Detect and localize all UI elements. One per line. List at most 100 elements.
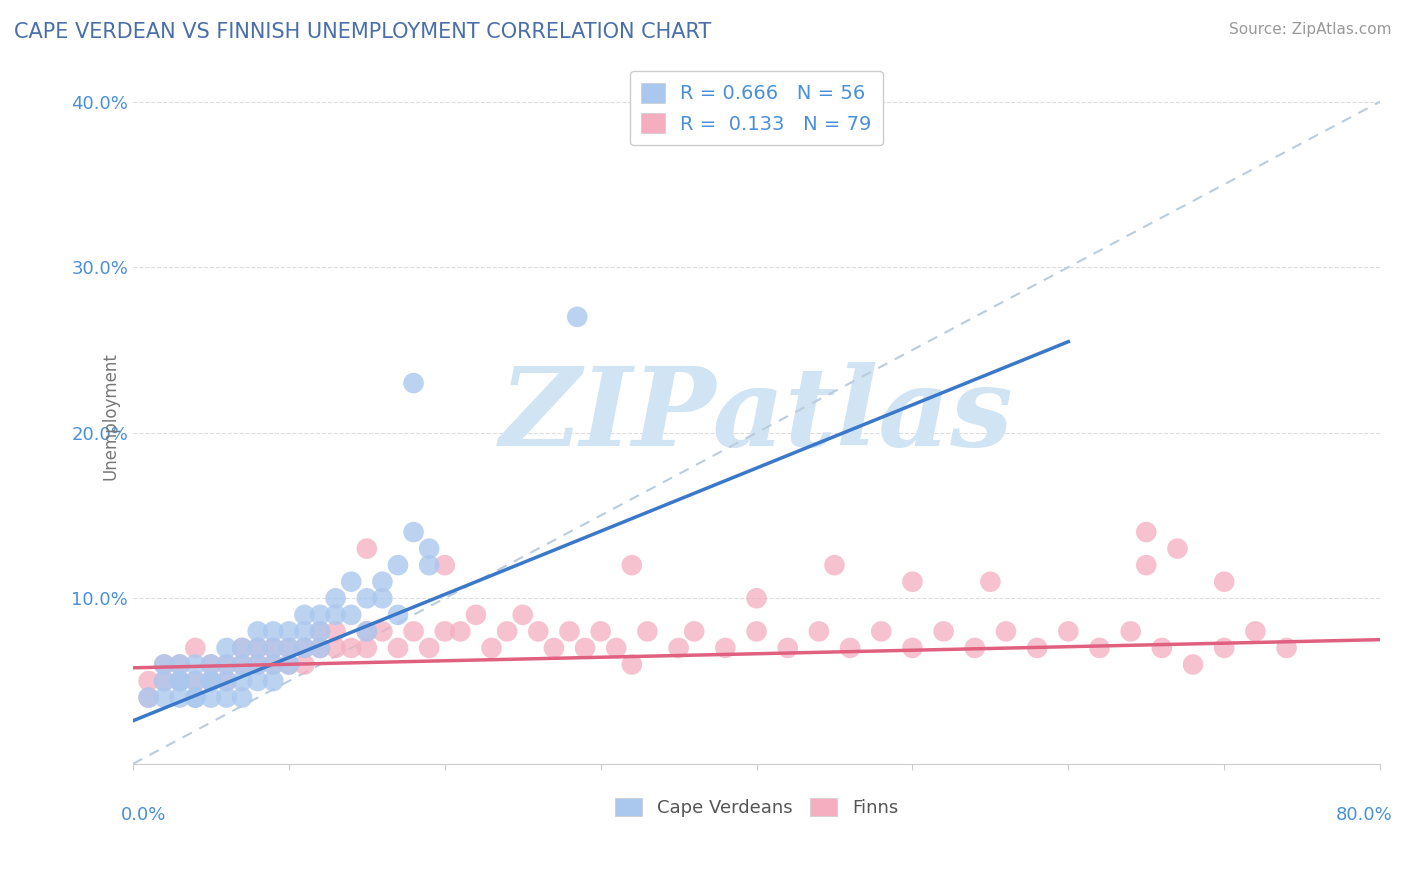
- Point: [824, 558, 846, 573]
- Point: [200, 674, 222, 689]
- Point: [1135, 524, 1157, 539]
- Point: [1150, 640, 1173, 655]
- Point: [402, 624, 425, 639]
- Point: [246, 640, 269, 655]
- Legend: Cape Verdeans, Finns: Cape Verdeans, Finns: [607, 790, 905, 824]
- Point: [1135, 558, 1157, 573]
- Point: [246, 657, 269, 672]
- Point: [277, 640, 299, 655]
- Text: CAPE VERDEAN VS FINNISH UNEMPLOYMENT CORRELATION CHART: CAPE VERDEAN VS FINNISH UNEMPLOYMENT COR…: [14, 22, 711, 42]
- Point: [481, 640, 503, 655]
- Point: [1213, 640, 1236, 655]
- Point: [184, 674, 207, 689]
- Point: [153, 690, 176, 705]
- Text: 0.0%: 0.0%: [121, 805, 166, 823]
- Point: [433, 558, 456, 573]
- Point: [683, 624, 706, 639]
- Point: [309, 624, 332, 639]
- Text: ZIPatlas: ZIPatlas: [499, 362, 1014, 470]
- Point: [231, 690, 253, 705]
- Point: [215, 674, 238, 689]
- Point: [589, 624, 612, 639]
- Point: [340, 607, 363, 622]
- Point: [636, 624, 658, 639]
- Point: [567, 310, 589, 324]
- Point: [1244, 624, 1267, 639]
- Point: [153, 657, 176, 672]
- Point: [527, 624, 550, 639]
- Point: [246, 624, 269, 639]
- Point: [371, 591, 394, 606]
- Point: [1275, 640, 1298, 655]
- Point: [200, 657, 222, 672]
- Point: [558, 624, 581, 639]
- Point: [309, 607, 332, 622]
- Point: [200, 690, 222, 705]
- Point: [932, 624, 955, 639]
- Point: [402, 376, 425, 390]
- Point: [325, 624, 347, 639]
- Point: [325, 640, 347, 655]
- Point: [340, 574, 363, 589]
- Point: [418, 640, 440, 655]
- Point: [574, 640, 596, 655]
- Point: [465, 607, 488, 622]
- Point: [277, 657, 299, 672]
- Point: [277, 640, 299, 655]
- Point: [215, 690, 238, 705]
- Point: [231, 657, 253, 672]
- Point: [776, 640, 799, 655]
- Point: [246, 657, 269, 672]
- Point: [325, 607, 347, 622]
- Point: [231, 657, 253, 672]
- Point: [153, 657, 176, 672]
- Point: [449, 624, 471, 639]
- Point: [262, 640, 284, 655]
- Point: [901, 640, 924, 655]
- Point: [1026, 640, 1049, 655]
- Point: [169, 690, 191, 705]
- Point: [153, 674, 176, 689]
- Point: [387, 558, 409, 573]
- Point: [496, 624, 519, 639]
- Point: [1088, 640, 1111, 655]
- Point: [169, 674, 191, 689]
- Point: [215, 674, 238, 689]
- Text: Source: ZipAtlas.com: Source: ZipAtlas.com: [1229, 22, 1392, 37]
- Point: [184, 674, 207, 689]
- Point: [605, 640, 627, 655]
- Point: [325, 591, 347, 606]
- Point: [231, 674, 253, 689]
- Point: [1166, 541, 1188, 556]
- Point: [184, 690, 207, 705]
- Point: [169, 674, 191, 689]
- Point: [246, 640, 269, 655]
- Point: [371, 624, 394, 639]
- Point: [294, 640, 316, 655]
- Point: [745, 591, 768, 606]
- Point: [200, 657, 222, 672]
- Point: [138, 674, 160, 689]
- Point: [901, 574, 924, 589]
- Point: [620, 558, 643, 573]
- Point: [277, 657, 299, 672]
- Point: [745, 624, 768, 639]
- Point: [246, 674, 269, 689]
- Point: [200, 674, 222, 689]
- Point: [512, 607, 534, 622]
- Point: [1057, 624, 1080, 639]
- Point: [231, 640, 253, 655]
- Point: [433, 624, 456, 639]
- Point: [169, 674, 191, 689]
- Point: [371, 574, 394, 589]
- Point: [294, 640, 316, 655]
- Point: [138, 690, 160, 705]
- Point: [356, 541, 378, 556]
- Point: [309, 640, 332, 655]
- Point: [184, 690, 207, 705]
- Point: [262, 640, 284, 655]
- Point: [714, 640, 737, 655]
- Point: [418, 541, 440, 556]
- Point: [153, 674, 176, 689]
- Point: [356, 624, 378, 639]
